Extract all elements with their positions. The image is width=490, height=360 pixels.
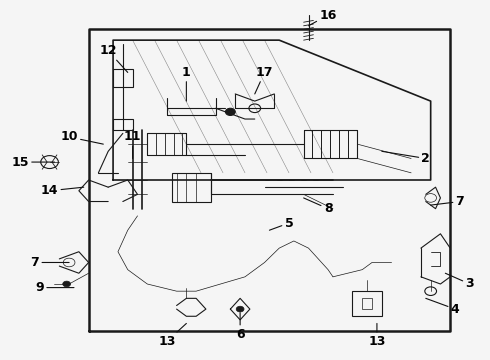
Text: 4: 4: [426, 298, 460, 316]
Text: 6: 6: [236, 313, 245, 341]
Text: 5: 5: [270, 216, 294, 230]
Bar: [113, 69, 133, 87]
Bar: [362, 298, 372, 309]
Text: 3: 3: [445, 273, 474, 291]
Text: 11: 11: [124, 130, 142, 158]
Text: 12: 12: [99, 44, 128, 72]
Text: 16: 16: [309, 9, 337, 26]
Text: 7: 7: [431, 195, 465, 208]
Bar: [172, 173, 211, 202]
Bar: [352, 291, 382, 316]
Text: 17: 17: [255, 66, 273, 94]
Text: 2: 2: [382, 151, 430, 165]
Circle shape: [225, 108, 235, 116]
Text: 10: 10: [60, 130, 103, 144]
Text: 8: 8: [304, 198, 332, 215]
Text: 13: 13: [368, 323, 386, 348]
Text: 15: 15: [11, 156, 54, 168]
Text: 1: 1: [182, 66, 191, 101]
Text: 9: 9: [35, 281, 74, 294]
Text: 13: 13: [158, 323, 186, 348]
Text: 14: 14: [41, 184, 84, 197]
Text: 7: 7: [30, 256, 69, 269]
Circle shape: [236, 306, 244, 312]
Bar: [113, 119, 133, 130]
Circle shape: [63, 281, 71, 287]
